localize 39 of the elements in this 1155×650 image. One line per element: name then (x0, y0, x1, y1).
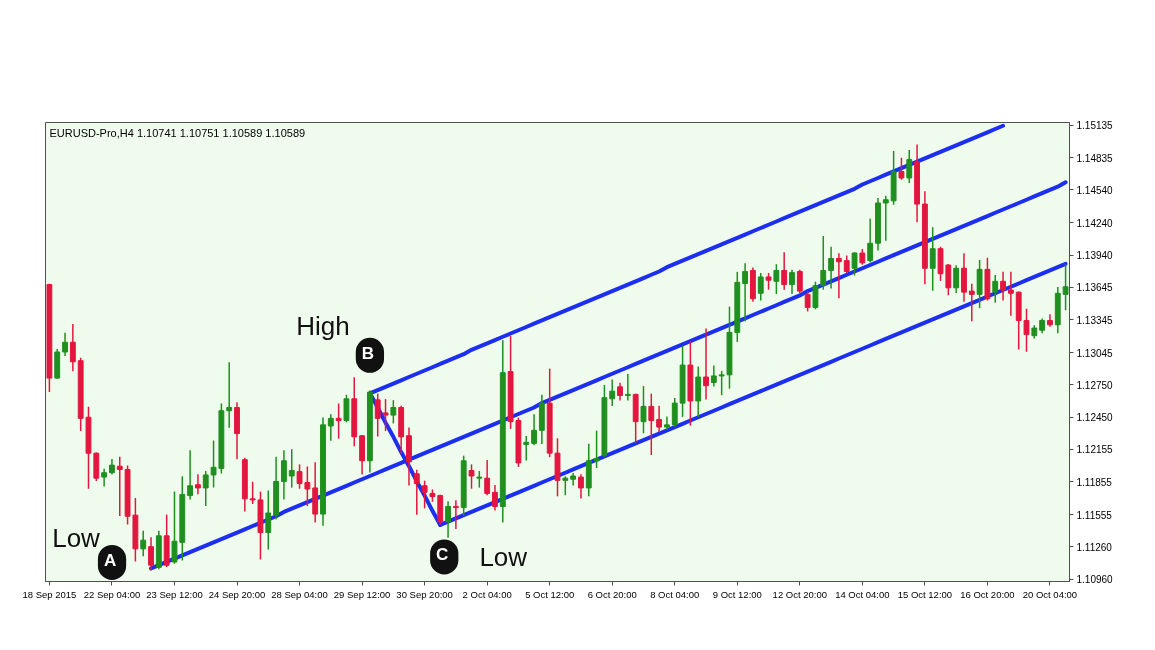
x-tick-label: 20 Oct 04:00 (1022, 588, 1078, 600)
y-tick-label: 1.11855 (1076, 476, 1113, 488)
y-tick-label: 1.14240 (1076, 217, 1114, 229)
x-tick-label: 24 Sep 20:00 (208, 588, 266, 600)
y-tick-label: 1.10960 (1076, 574, 1114, 586)
x-tick-label: 28 Sep 04:00 (271, 588, 328, 600)
x-tick-label: 8 Oct 04:00 (650, 588, 700, 600)
y-tick-label: 1.12155 (1076, 444, 1114, 456)
annotation: High (296, 311, 350, 342)
y-tick-label: 1.14835 (1076, 152, 1114, 164)
annotation: Low (52, 523, 101, 554)
y-tick-label: 1.13045 (1076, 347, 1114, 359)
x-tick-label: 9 Oct 12:00 (712, 588, 762, 600)
x-tick-label: 12 Oct 20:00 (772, 588, 828, 600)
y-tick-label: 1.15135 (1076, 120, 1114, 132)
y-tick-label: 1.11555 (1076, 509, 1113, 521)
x-tick-label: 29 Sep 12:00 (333, 588, 391, 600)
y-tick-label: 1.13345 (1076, 314, 1114, 326)
x-tick-label: 18 Sep 2015 (22, 588, 77, 600)
x-tick-label: 14 Oct 04:00 (835, 588, 890, 600)
y-tick-label: 1.14540 (1076, 184, 1114, 196)
annotation: B (361, 343, 375, 363)
x-tick-label: 15 Oct 12:00 (897, 588, 953, 600)
x-tick-label: 16 Oct 20:00 (960, 588, 1015, 600)
y-tick-label: 1.11260 (1076, 541, 1113, 553)
x-tick-label: 6 Oct 20:00 (587, 588, 637, 600)
x-tick-label: 30 Sep 20:00 (396, 588, 453, 600)
chart-title: EURUSD-Pro,H4 1.10741 1.10751 1.10589 1.10589 (49, 126, 306, 139)
y-tick-label: 1.13940 (1076, 250, 1114, 262)
x-tick-label: 23 Sep 12:00 (146, 588, 203, 600)
x-tick-label: 2 Oct 04:00 (462, 588, 512, 600)
y-tick-label: 1.12450 (1076, 412, 1114, 424)
annotation: C (436, 545, 449, 565)
x-tick-label: 5 Oct 12:00 (525, 588, 575, 600)
x-tick-label: 22 Sep 04:00 (83, 588, 141, 600)
annotation: A (103, 550, 117, 570)
annotation: Low (479, 541, 528, 572)
y-tick-label: 1.13645 (1076, 282, 1114, 294)
y-tick-label: 1.12750 (1076, 379, 1114, 391)
